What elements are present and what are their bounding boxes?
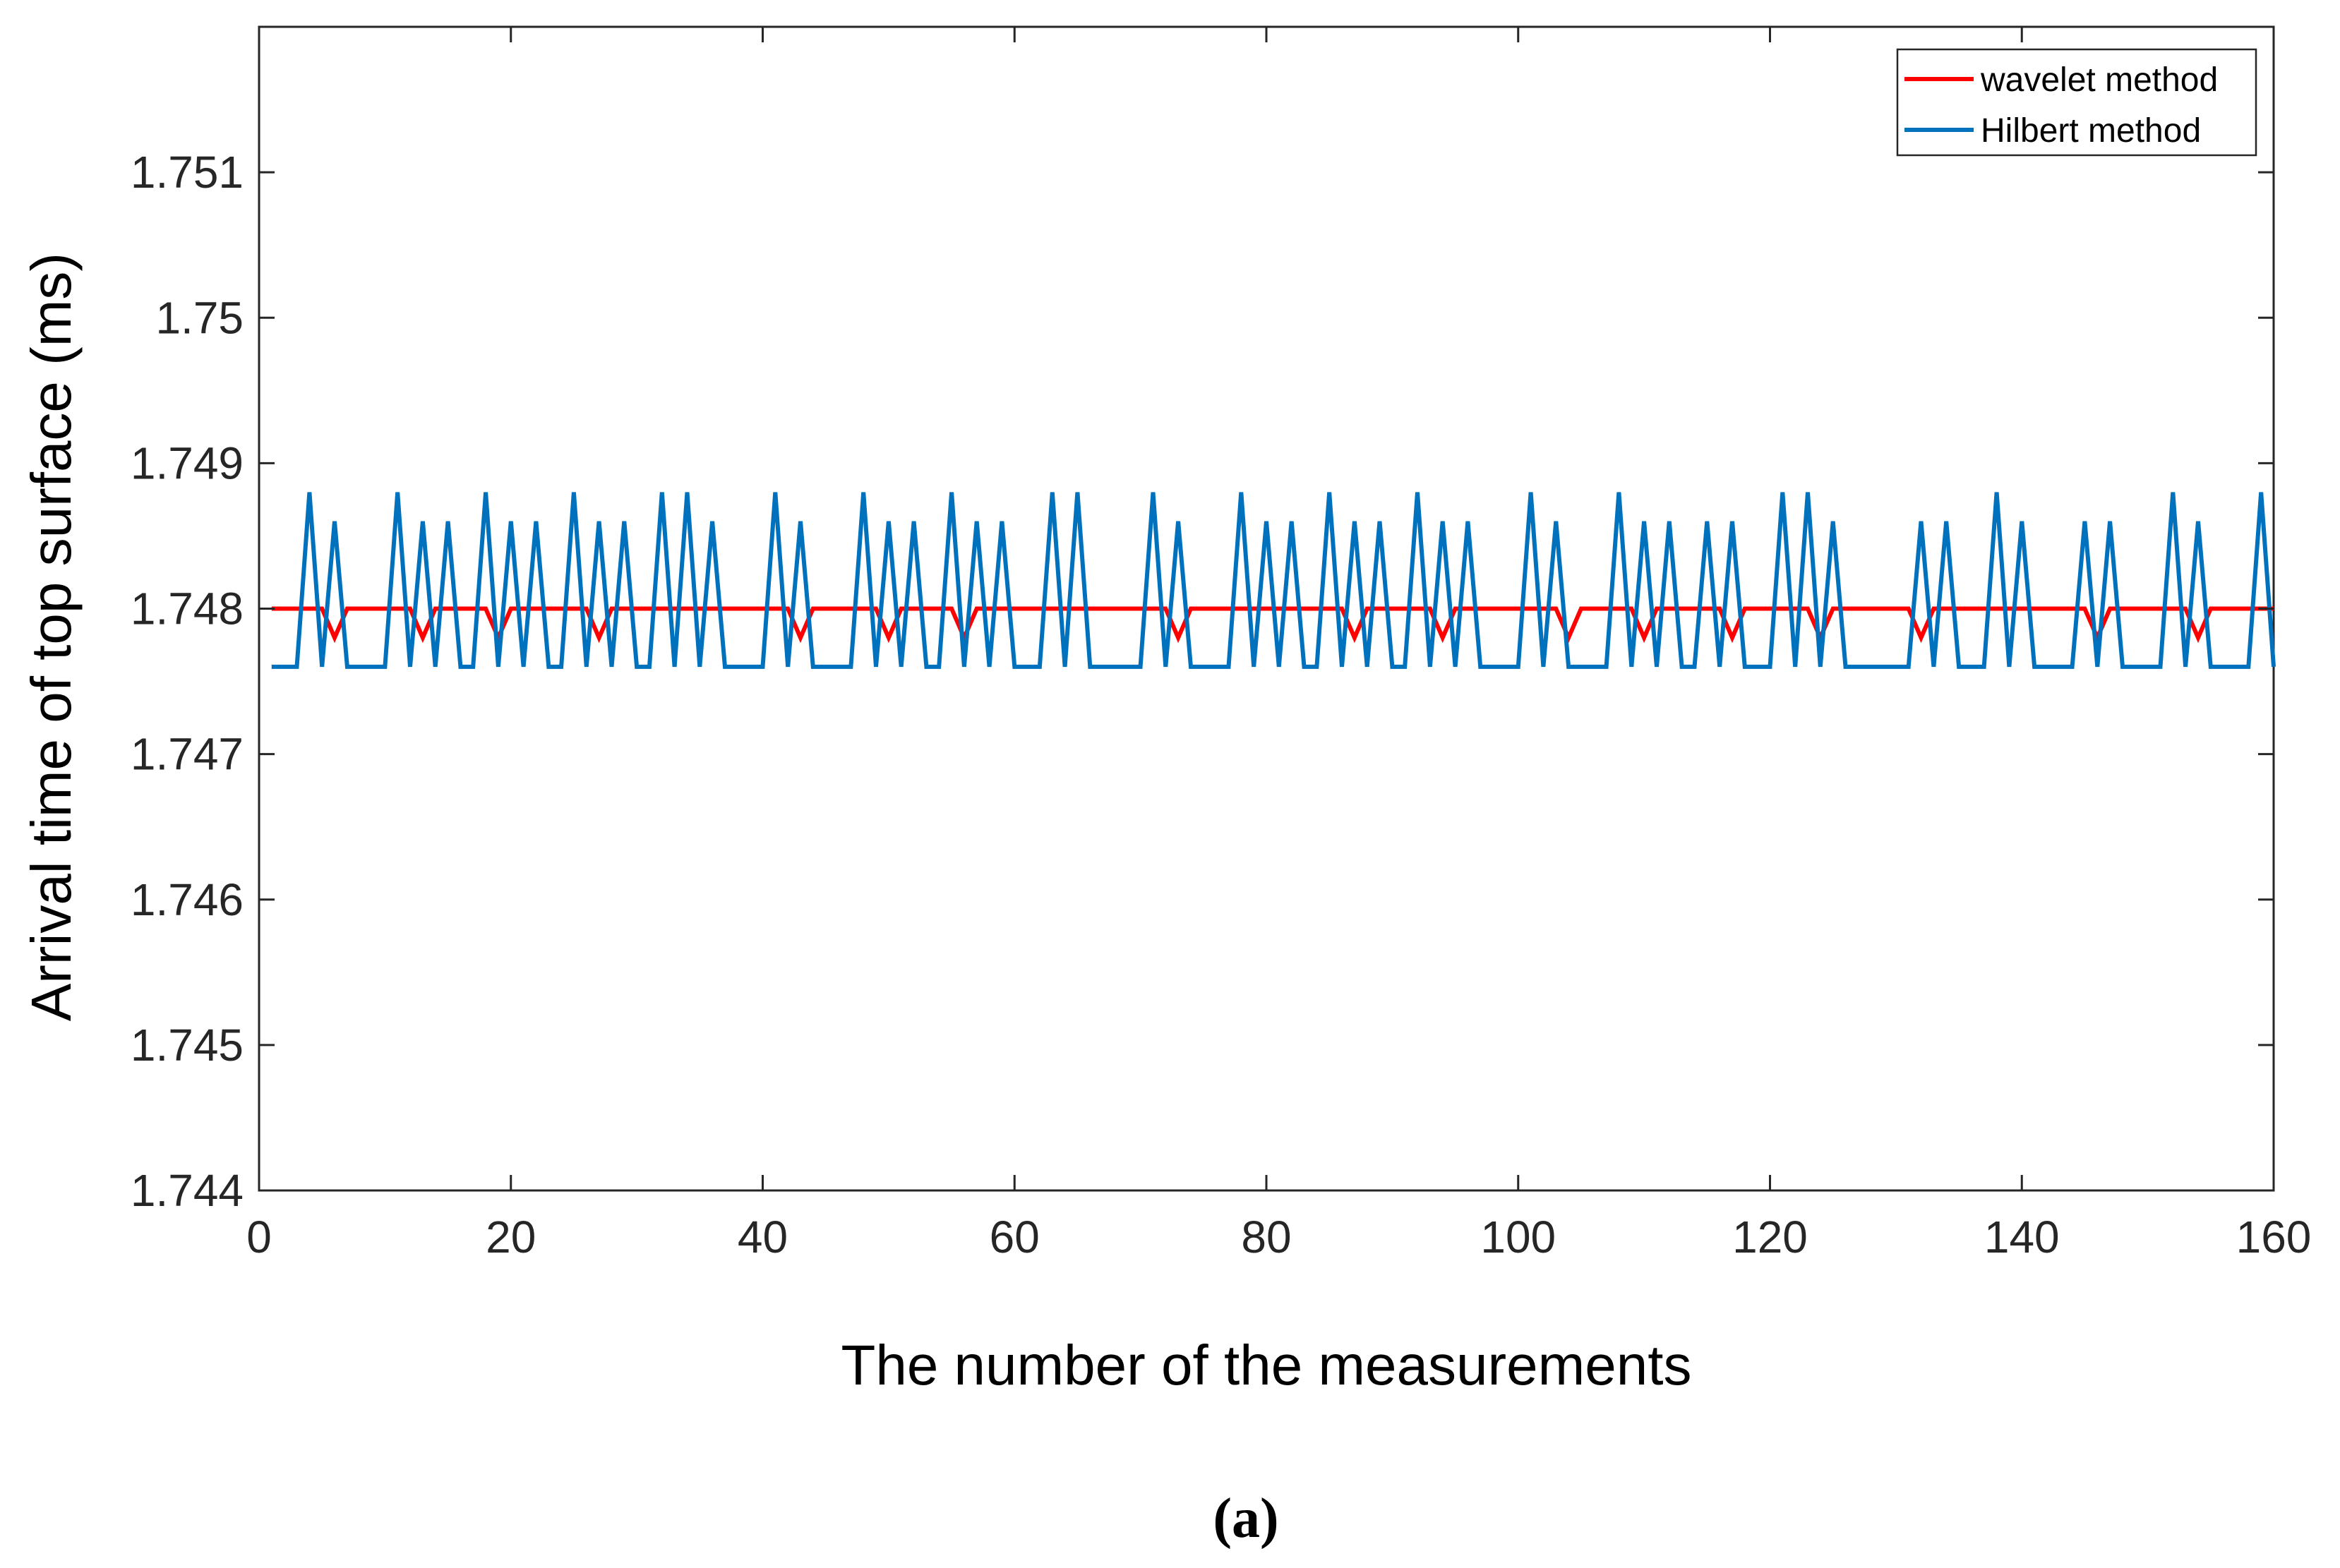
x-tick-label: 140	[1984, 1212, 2060, 1262]
x-tick-label: 20	[486, 1212, 536, 1262]
series-line-hilbert	[271, 492, 2276, 669]
x-tick-label: 40	[738, 1212, 788, 1262]
x-tick-label: 0	[246, 1212, 272, 1262]
y-tick-label: 1.748	[131, 584, 244, 634]
x-tick-label: 120	[1732, 1212, 1808, 1262]
legend: wavelet method Hilbert method	[1896, 48, 2257, 157]
x-tick-label: 160	[2236, 1212, 2312, 1262]
legend-entry: wavelet method	[1980, 61, 2218, 99]
series-layer	[271, 492, 2276, 669]
figure-caption: (a)	[1213, 1488, 1278, 1550]
y-tick-label: 1.749	[131, 438, 244, 488]
y-tick-label: 1.75	[155, 292, 244, 343]
y-tick-label: 1.745	[131, 1020, 244, 1071]
y-tick-label: 1.751	[131, 147, 244, 198]
x-tick-label: 100	[1480, 1212, 1556, 1262]
y-tick-label: 1.747	[131, 729, 244, 780]
legend-box	[1896, 48, 2257, 157]
axes-layer: 0 20 40 60 80 100 120 140 160 1.744 1.745 1.746 1.74…	[131, 27, 2312, 1262]
y-tick-label: 1.746	[131, 874, 244, 925]
y-tick-label: 1.744	[131, 1165, 244, 1216]
legend-entry: Hilbert method	[1981, 112, 2201, 150]
x-tick-label: 80	[1241, 1212, 1291, 1262]
x-axis-label: The number of the measurements	[841, 1334, 1691, 1397]
x-tick-label: 60	[990, 1212, 1040, 1262]
y-axis-label: Arrival time of top surface (ms)	[20, 253, 83, 1021]
